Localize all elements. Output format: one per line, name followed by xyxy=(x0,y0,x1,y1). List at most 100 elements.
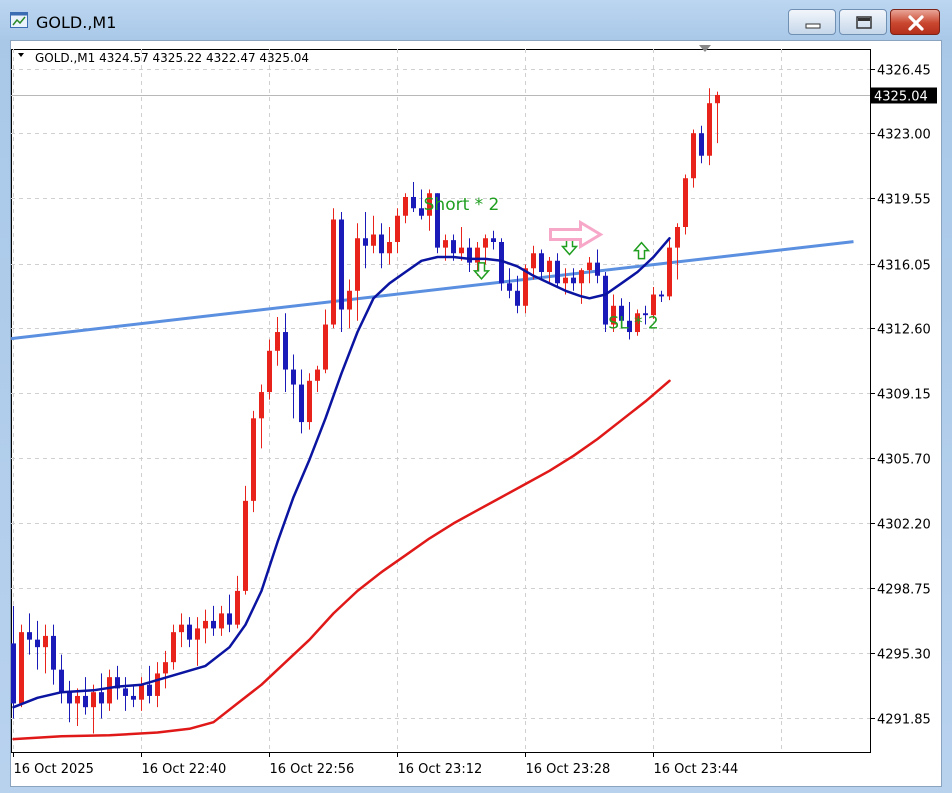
candle-body xyxy=(483,238,488,248)
close-button[interactable] xyxy=(890,9,940,35)
price-tick-label: 4302.20 xyxy=(877,518,931,533)
candle-body xyxy=(283,332,288,370)
candle xyxy=(259,384,264,449)
candle xyxy=(539,249,544,280)
candle xyxy=(211,605,216,636)
candle-body xyxy=(563,277,568,284)
candle-body xyxy=(467,247,472,263)
candle xyxy=(179,613,184,648)
candle-body xyxy=(331,219,336,325)
candle xyxy=(187,617,192,648)
buy-arrow-icon xyxy=(632,241,651,260)
candle xyxy=(683,174,688,235)
candle xyxy=(307,373,312,430)
candle xyxy=(339,211,344,333)
candle-body xyxy=(147,684,152,696)
candle xyxy=(267,339,272,400)
candle-body xyxy=(491,238,496,243)
candle-body xyxy=(347,290,352,310)
candle xyxy=(283,313,288,393)
candle-body xyxy=(499,242,504,284)
candles-layer xyxy=(11,88,720,734)
candle-body xyxy=(203,620,208,629)
price-tick-label: 4312.60 xyxy=(877,323,931,338)
price-tick-label: 4319.55 xyxy=(877,193,931,208)
candle-body xyxy=(35,639,40,648)
time-tick-label: 16 Oct 22:56 xyxy=(270,762,355,777)
candle-body xyxy=(163,662,168,674)
candle-body xyxy=(555,260,560,284)
candle-body xyxy=(99,692,104,704)
candle xyxy=(491,230,496,250)
candle xyxy=(227,594,232,633)
candle-body xyxy=(371,234,376,246)
candle xyxy=(323,309,328,374)
chart-icon xyxy=(10,12,28,28)
candle-body xyxy=(379,234,384,254)
maximize-button[interactable] xyxy=(839,9,887,35)
candle xyxy=(467,238,472,273)
candle-body xyxy=(179,624,184,633)
candle-body xyxy=(211,620,216,629)
candle-body xyxy=(459,247,464,254)
candle-body xyxy=(339,219,344,310)
candle xyxy=(659,290,664,303)
minimize-button[interactable] xyxy=(788,9,836,35)
candle-body xyxy=(155,673,160,696)
candle-body xyxy=(475,247,480,263)
candle xyxy=(667,238,672,301)
candle-body xyxy=(435,193,440,248)
candle xyxy=(435,193,440,254)
candle-body xyxy=(395,215,400,243)
chart-window[interactable]: Short * 2 SL * 2 4326.45 4323.00 4319.55 431… xyxy=(10,40,942,787)
price-tick-label: 4298.75 xyxy=(877,583,931,598)
candle xyxy=(595,249,600,284)
candle-body xyxy=(43,635,48,648)
maximize-icon xyxy=(856,16,872,29)
candle xyxy=(19,624,24,708)
candle-body xyxy=(643,313,648,316)
ma-slow-layer xyxy=(12,379,671,741)
candle xyxy=(651,287,656,319)
candle xyxy=(627,302,632,340)
candle-body xyxy=(667,247,672,297)
candle xyxy=(411,181,416,212)
time-axis: 16 Oct 2025 16 Oct 22:40 16 Oct 22:56 16 Oc… xyxy=(13,752,738,777)
ma-fast-line xyxy=(12,237,671,709)
candle-body xyxy=(123,688,128,696)
candlestick-chart[interactable]: Short * 2 SL * 2 4326.45 4323.00 4319.55 431… xyxy=(11,41,941,786)
candle xyxy=(147,665,152,704)
candle-body xyxy=(219,613,224,629)
shift-marker-icon xyxy=(699,45,711,52)
candle xyxy=(619,298,624,329)
candle xyxy=(115,665,120,700)
window-titlebar[interactable]: GOLD.,M1 xyxy=(0,0,952,40)
candle xyxy=(571,268,576,291)
candle-body xyxy=(67,692,72,704)
candle-body xyxy=(323,324,328,370)
candle xyxy=(203,609,208,644)
candle xyxy=(27,613,32,655)
candle-body xyxy=(539,253,544,273)
dropdown-triangle-icon xyxy=(18,53,24,57)
trendline xyxy=(11,240,854,341)
candle xyxy=(11,605,16,719)
candle xyxy=(387,226,392,265)
candle-body xyxy=(571,277,576,284)
candle xyxy=(499,238,504,291)
candle-body xyxy=(27,632,32,640)
candle xyxy=(43,624,48,674)
candle xyxy=(523,264,528,314)
price-tick-label: 4309.15 xyxy=(877,388,931,403)
price-axis: 4326.45 4323.00 4319.55 4316.05 4312.60 4309.… xyxy=(870,64,937,728)
candle-body xyxy=(19,632,24,704)
candle xyxy=(99,673,104,719)
candle-body xyxy=(515,290,520,306)
candle xyxy=(531,245,536,280)
candle-body xyxy=(107,677,112,704)
candle-body xyxy=(595,262,600,276)
candle-body xyxy=(635,313,640,333)
candle-body xyxy=(547,260,552,273)
candle xyxy=(139,677,144,711)
